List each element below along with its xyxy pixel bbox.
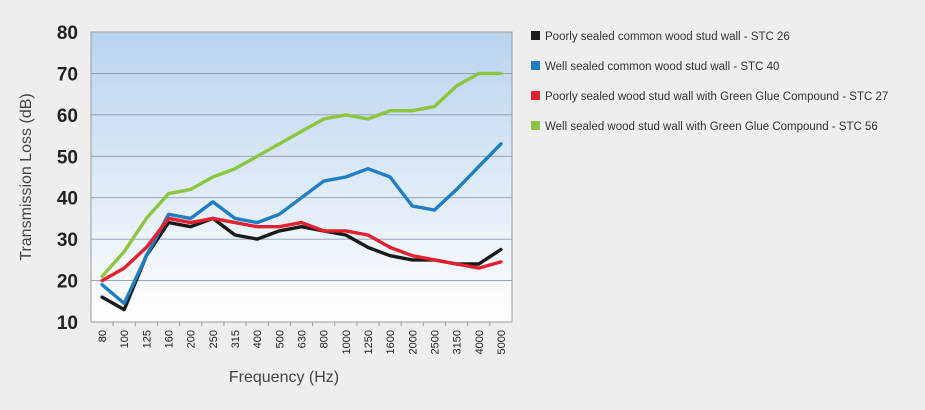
x-tick-label: 315: [230, 330, 242, 348]
x-tick-label: 1600: [385, 330, 397, 354]
plot-background: [91, 32, 512, 322]
x-tick-label: 2500: [429, 330, 441, 354]
y-tick-label: 50: [57, 147, 78, 168]
legend-label: Poorly sealed wood stud wall with Green …: [545, 91, 888, 103]
x-tick-label: 250: [208, 330, 220, 348]
y-tick-label: 30: [57, 230, 78, 251]
series-line-4: [100, 71, 503, 279]
legend-label: Well sealed wood stud wall with Green Gl…: [545, 121, 878, 133]
x-tick-label: 100: [119, 330, 131, 348]
legend-swatch: [531, 31, 540, 40]
y-axis-label: Transmission Loss (dB): [18, 93, 35, 260]
y-tick-labels: 10 20 30 40 50 60 70 80: [57, 23, 78, 334]
legend-swatch: [531, 91, 540, 100]
x-tick-label: 125: [141, 330, 153, 348]
y-tick-label: 10: [57, 313, 78, 334]
y-tick-label: 70: [57, 64, 78, 85]
x-tick-label: 5000: [496, 330, 508, 354]
x-axis-label: Frequency (Hz): [229, 369, 339, 386]
legend-label: Well sealed common wood stud wall - STC …: [545, 61, 779, 73]
y-tick-label: 20: [57, 272, 78, 293]
x-tick-label: 3150: [452, 330, 464, 354]
x-tick-label: 630: [297, 330, 309, 348]
x-tick-label: 4000: [474, 330, 486, 354]
x-tick-label: 1250: [363, 330, 375, 354]
legend-swatch: [531, 121, 540, 130]
y-tick-label: 80: [57, 23, 78, 44]
series-line-2: [100, 142, 503, 306]
x-tick-label: 160: [164, 330, 176, 348]
x-tick-labels: 80 100 125 160 200 250 315 400 500 630 800 1000 1250…: [97, 322, 508, 354]
legend: Poorly sealed common wood stud wall - ST…: [531, 31, 888, 133]
x-tick-label: 400: [252, 330, 264, 348]
y-tick-label: 40: [57, 189, 78, 210]
x-tick-label: 1000: [341, 330, 353, 354]
y-tick-label: 60: [57, 106, 78, 127]
series-lines: [100, 71, 503, 312]
x-tick-label: 200: [186, 330, 198, 348]
x-tick-label: 80: [97, 330, 109, 342]
x-tick-label: 2000: [407, 330, 419, 354]
x-tick-label: 500: [274, 330, 286, 348]
x-tick-label: 800: [319, 330, 331, 348]
series-line-3: [100, 216, 503, 283]
legend-swatch: [531, 61, 540, 70]
legend-label: Poorly sealed common wood stud wall - ST…: [545, 31, 790, 43]
plot-frame: [90, 31, 513, 323]
